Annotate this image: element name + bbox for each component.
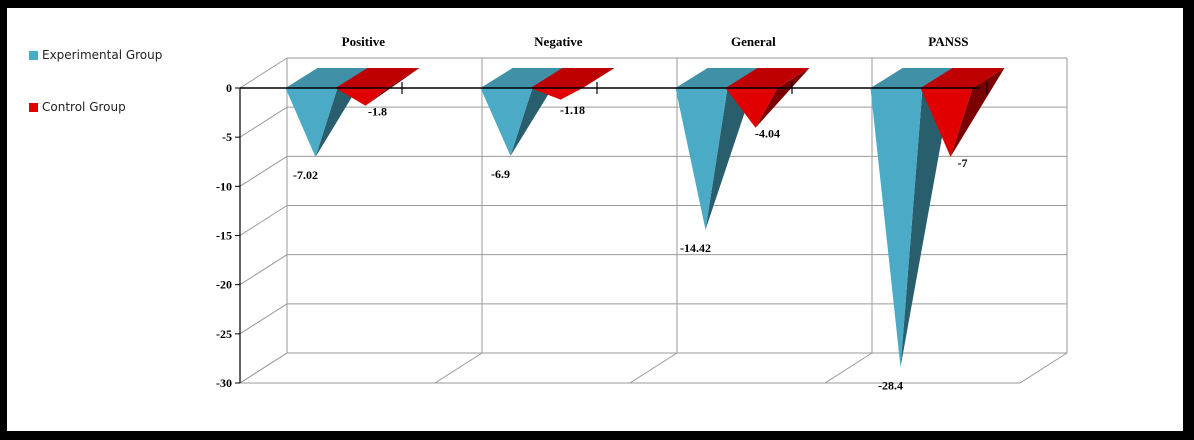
cone-top-face bbox=[285, 68, 370, 88]
cone-experimental-panss bbox=[870, 68, 955, 368]
data-label-experimental-general: -14.42 bbox=[680, 241, 711, 255]
gridline-side-0 bbox=[239, 57, 288, 89]
cone-side-face bbox=[950, 68, 1005, 157]
y-tick-label-5: -25 bbox=[216, 327, 232, 341]
cone-control-negative bbox=[530, 68, 615, 100]
y-tick-label-4: -20 bbox=[216, 278, 232, 292]
data-label-control-negative: -1.18 bbox=[560, 103, 585, 117]
cone-front-face bbox=[530, 88, 583, 100]
gridline-side-1 bbox=[239, 106, 288, 138]
cone-top-face bbox=[480, 68, 565, 88]
cone-top-face bbox=[335, 68, 420, 88]
cone-side-face bbox=[365, 68, 420, 106]
legend-item-control: Control Group bbox=[29, 100, 162, 152]
cone-control-general bbox=[725, 68, 810, 128]
floor-diagonal-4 bbox=[1019, 352, 1068, 384]
cone-front-face bbox=[335, 88, 388, 106]
y-tick-label-6: -30 bbox=[216, 376, 232, 390]
data-label-control-panss: -7 bbox=[958, 156, 968, 170]
legend: Experimental Group Control Group bbox=[29, 48, 162, 152]
legend-item-experimental: Experimental Group bbox=[29, 48, 162, 100]
cone-front-face bbox=[675, 88, 728, 230]
cone-top-face bbox=[530, 68, 615, 88]
cone-front-face bbox=[920, 88, 973, 157]
legend-label-control: Control Group bbox=[42, 100, 126, 114]
y-tick-label-0: 0 bbox=[226, 81, 232, 95]
data-label-experimental-positive: -7.02 bbox=[293, 168, 318, 182]
cone-top-face bbox=[870, 68, 955, 88]
category-label-positive: Positive bbox=[342, 34, 386, 49]
y-tick-label-1: -5 bbox=[222, 130, 232, 144]
cone-side-face bbox=[755, 68, 810, 128]
gridline-side-2 bbox=[239, 155, 288, 187]
legend-label-experimental: Experimental Group bbox=[42, 48, 163, 62]
data-label-experimental-negative: -6.9 bbox=[491, 167, 510, 181]
floor-diagonal-0 bbox=[239, 352, 288, 384]
floor-diagonal-2 bbox=[629, 352, 678, 384]
category-label-panss: PANSS bbox=[928, 34, 968, 49]
cone-front-face bbox=[480, 88, 533, 156]
cone-front-face bbox=[870, 88, 923, 368]
cone-control-panss bbox=[920, 68, 1005, 157]
data-label-control-positive: -1.8 bbox=[368, 105, 387, 119]
cone-front-face bbox=[725, 88, 778, 128]
category-label-general: General bbox=[731, 34, 776, 49]
cone-front-face bbox=[285, 88, 338, 158]
y-tick-label-3: -15 bbox=[216, 229, 232, 243]
floor-diagonal-3 bbox=[824, 352, 873, 384]
y-tick-label-2: -10 bbox=[216, 179, 232, 193]
data-label-control-general: -4.04 bbox=[755, 127, 780, 141]
cone-top-face bbox=[675, 68, 760, 88]
gridline-side-5 bbox=[239, 303, 288, 335]
cone-top-face bbox=[920, 68, 1005, 88]
legend-swatch-experimental bbox=[29, 51, 38, 60]
floor-diagonal-1 bbox=[434, 352, 483, 384]
category-label-negative: Negative bbox=[534, 34, 583, 49]
legend-swatch-control bbox=[29, 103, 38, 112]
gridline-side-3 bbox=[239, 205, 288, 236]
cone-side-face bbox=[900, 68, 955, 368]
cone-control-positive bbox=[335, 68, 420, 106]
cone-top-face bbox=[725, 68, 810, 88]
data-label-experimental-panss: -28.4 bbox=[878, 378, 903, 392]
gridline-side-4 bbox=[239, 254, 288, 286]
